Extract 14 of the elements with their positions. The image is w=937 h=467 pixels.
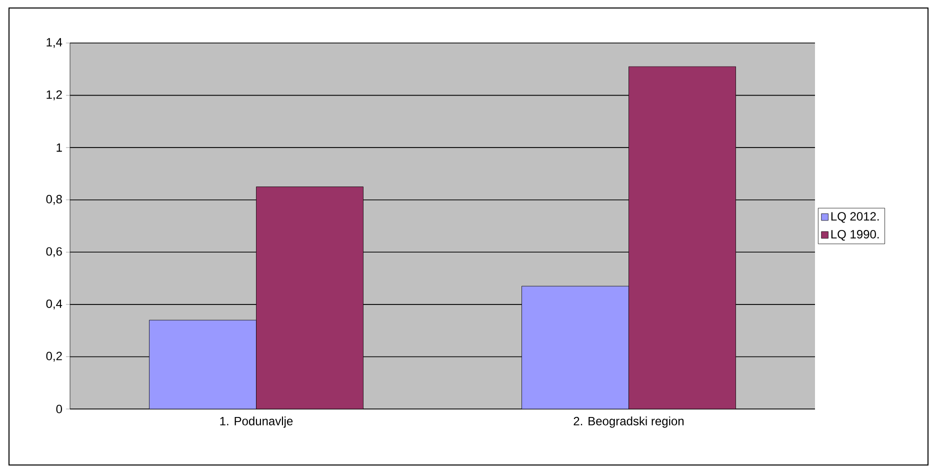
y-tick-label: 0,4 — [46, 299, 62, 310]
y-tick-label: 1 — [56, 143, 62, 152]
bar — [149, 320, 256, 409]
x-tick-label: 2. Beogradski region — [574, 416, 684, 428]
y-tick-label: 0,6 — [46, 247, 62, 258]
y-tick-label: 0,8 — [46, 194, 62, 205]
x-tick-label: 1. Podunavlje — [220, 416, 293, 428]
y-tick-label: 1,4 — [46, 38, 62, 48]
bar — [522, 286, 629, 409]
y-tick-label: 1,2 — [46, 90, 62, 100]
legend-label: LQ 2012. — [831, 212, 879, 223]
y-tick-label: 0,2 — [46, 352, 62, 362]
y-tick-label: 0 — [56, 404, 62, 414]
legend-label: LQ 1990. — [831, 230, 879, 241]
